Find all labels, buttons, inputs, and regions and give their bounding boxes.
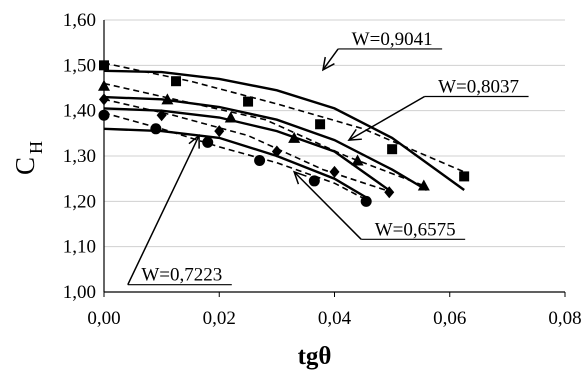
fit-line-dashed-3 <box>103 112 370 203</box>
data-point-circle <box>98 109 110 121</box>
y-tick-label: 1,50 <box>63 55 96 76</box>
y-tick-label: 1,60 <box>63 10 96 31</box>
data-point-diamond <box>99 93 109 106</box>
x-axis-title: tgθ <box>298 343 332 370</box>
x-tick-label: 0,04 <box>318 308 352 329</box>
fit-line-dashed-1 <box>103 82 427 188</box>
tick-labels: 1,00 1,10 1,20 1,30 1,40 1,50 1,60 0,00 0,02 0,04… <box>63 10 582 329</box>
data-point-triangle <box>351 154 364 166</box>
data-point-circle <box>202 136 214 148</box>
data-point-diamond <box>156 109 167 122</box>
y-axis-title: CH <box>10 141 46 175</box>
fit-line-dashed-0 <box>103 62 465 173</box>
annotation-arrow-head <box>292 170 307 185</box>
data-point-circle <box>254 155 266 167</box>
data-point-square <box>315 119 326 130</box>
data-point-triangle <box>98 79 110 91</box>
annotation-arrow-shaft <box>322 48 339 71</box>
data-point-diamond <box>384 186 395 199</box>
x-tick-label: 0,06 <box>433 308 466 329</box>
data-point-square <box>99 60 109 71</box>
data-point-triangle <box>161 93 174 105</box>
fit-line-solid-2 <box>103 107 393 194</box>
annotation-label-1: W=0,8037 <box>438 77 519 98</box>
annotation-arrow-head <box>188 134 200 149</box>
data-point-square <box>387 144 398 155</box>
annotation-arrow-shaft <box>348 95 425 141</box>
data-point-circle <box>360 195 372 207</box>
x-tick-label: 0,08 <box>548 308 581 329</box>
data-point-circle <box>150 123 162 135</box>
y-axis-title-subscript: H <box>26 141 46 154</box>
data-point-triangle <box>288 131 301 143</box>
grid-lines <box>104 19 565 248</box>
data-markers <box>98 60 470 207</box>
fit-line-solid-1 <box>103 95 428 192</box>
annotation-label-2: W=0,6575 <box>375 219 456 240</box>
annotation-arrow-head <box>321 56 335 72</box>
data-point-diamond <box>271 145 282 158</box>
data-point-diamond <box>214 125 225 138</box>
data-point-triangle <box>417 179 430 191</box>
data-point-square <box>459 171 470 182</box>
data-point-square <box>171 76 182 87</box>
data-point-diamond <box>329 165 340 178</box>
x-tick-label: 0,00 <box>87 308 120 329</box>
fit-line-solid-0 <box>103 69 465 191</box>
axes <box>103 20 566 297</box>
annotation-arrow-shaft <box>127 135 200 285</box>
annotation-arrow-head <box>347 128 362 141</box>
x-tick-label: 0,02 <box>203 308 236 329</box>
data-point-circle <box>308 175 320 187</box>
y-tick-label: 1,40 <box>63 101 96 122</box>
annotation-label-3: W=0,7223 <box>141 265 222 286</box>
annotation-arrow-shaft <box>293 171 362 240</box>
fit-line-dashed-2 <box>103 98 393 194</box>
annotation-label-0: W=0,9041 <box>352 29 433 50</box>
y-axis-title-main: C <box>10 157 40 175</box>
fit-lines <box>103 62 465 203</box>
annotations: W=0,9041 W=0,8037 W=0,6575 W=0,7223 <box>127 29 529 286</box>
data-point-square <box>243 96 254 107</box>
y-tick-label: 1,20 <box>63 191 96 212</box>
axis-titles: tgθ CH <box>10 141 331 370</box>
y-tick-label: 1,30 <box>63 146 96 167</box>
data-point-triangle <box>224 111 237 123</box>
y-tick-label: 1,10 <box>63 237 96 258</box>
y-tick-label: 1,00 <box>63 282 96 303</box>
